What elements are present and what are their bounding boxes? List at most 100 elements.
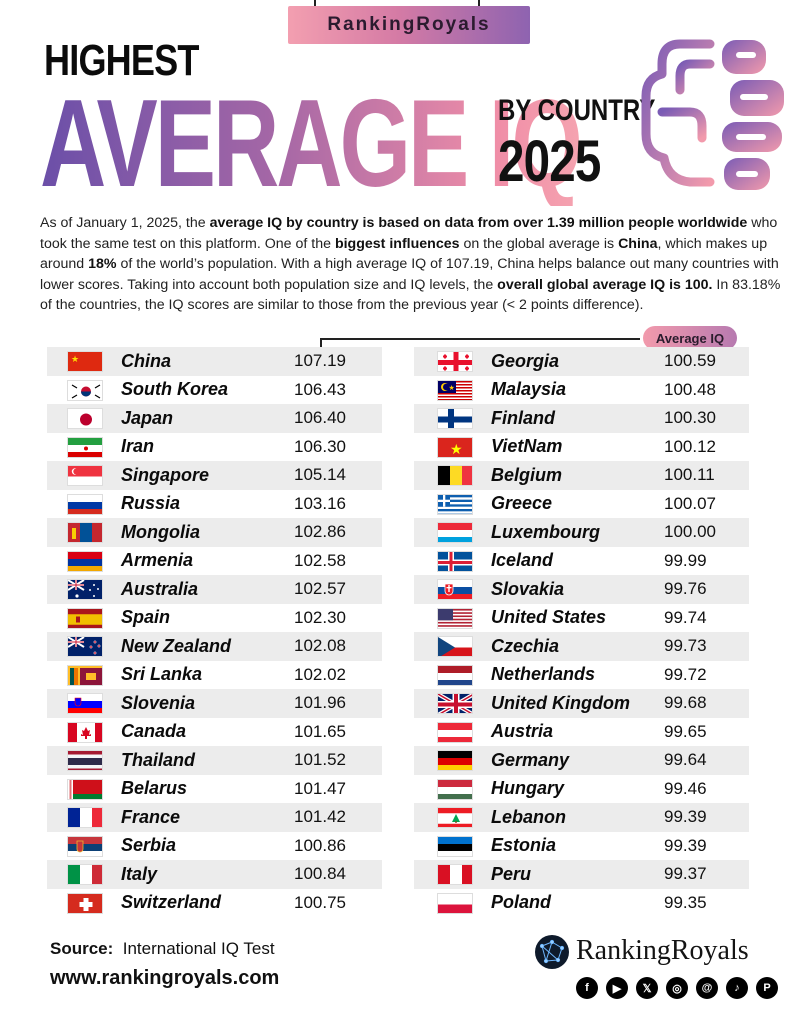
country-name-slovenia: Slovenia [121,692,196,713]
intro-text: , which makes up around [40,235,768,273]
country-name-belarus: Belarus [121,778,188,799]
iq-value-netherlands: 99.72 [664,664,707,684]
country-name-slovakia: Slovakia [491,578,565,599]
flag-at-icon [437,721,473,743]
flag-am-icon [67,550,103,572]
flag-fi-icon [437,408,473,429]
iq-value-mongolia: 102.86 [294,522,346,542]
country-name-poland: Poland [491,892,552,913]
iq-value-singapore: 105.14 [294,465,346,485]
table-row: Belarus 101.47 [47,775,382,804]
x-icon[interactable]: 𝕏 [636,977,658,999]
iq-value-thailand: 101.52 [294,750,346,770]
table-row: Iceland 99.99 [414,547,749,576]
iq-value-spain: 102.30 [294,607,346,627]
pinterest-icon[interactable]: P [756,977,778,999]
instagram-icon[interactable]: ◎ [666,977,688,999]
iq-value-slovakia: 99.76 [664,579,707,599]
table-row: Mongolia 102.86 [47,518,382,547]
flag-be-icon [437,465,473,486]
country-name-malaysia: Malaysia [491,379,567,400]
flag-ge-icon [437,351,473,372]
flag-au-icon [67,579,103,600]
table-row: Iran 106.30 [47,433,382,462]
iq-value-united-states: 99.74 [664,607,707,627]
website-link[interactable]: www.rankingroyals.com [50,967,280,989]
intro-text: on the global average is [459,235,619,252]
flag-th-icon [67,750,103,771]
country-name-greece: Greece [491,493,553,514]
country-name-iran: Iran [121,436,155,457]
flag-nl-icon [437,664,473,686]
country-name-finland: Finland [491,407,555,428]
table-row: South Korea 106.43 [47,376,382,405]
average-iq-header: Average IQ [643,326,737,350]
iq-value-canada: 101.65 [294,721,346,741]
iq-value-italy: 100.84 [294,864,346,884]
table-row: Georgia 100.59 [414,347,749,376]
table-row: Japan 106.40 [47,404,382,433]
table-row: Estonia 99.39 [414,832,749,861]
flag-pe-icon [437,864,473,885]
table-row: Hungary 99.46 [414,775,749,804]
iq-value-serbia: 100.86 [294,835,346,855]
table-row: Germany 99.64 [414,746,749,775]
logo-text: RankingRoyals [576,935,749,966]
source-value: International IQ Test [122,939,275,958]
iq-value-georgia: 100.59 [664,351,716,371]
flag-ca-icon [67,721,103,743]
flag-lk-icon [67,664,103,686]
iq-value-japan: 106.40 [294,408,346,428]
flag-my-icon: ★ [437,379,473,401]
title-highest: HIGHEST [44,36,199,85]
flag-gb-icon [437,693,473,714]
flag-si-icon [67,693,103,714]
table-row: Italy 100.84 [47,860,382,889]
youtube-icon[interactable]: ▶ [606,977,628,999]
table-row: Luxembourg 100.00 [414,518,749,547]
iq-value-united-kingdom: 99.68 [664,693,707,713]
ranking-table-right: Georgia 100.59 ★ Malaysia 100.48 Finland 100.3… [414,347,749,917]
iq-value-south-korea: 106.43 [294,379,346,399]
intro-text: of the world’s population. With a high a… [40,256,779,293]
country-name-japan: Japan [121,407,174,428]
flag-mn-icon [67,522,103,543]
facebook-icon[interactable]: f [576,977,598,999]
country-name-hungary: Hungary [491,778,565,799]
country-name-georgia: Georgia [491,350,560,371]
country-name-south-korea: South Korea [121,379,229,400]
iq-value-iceland: 99.99 [664,550,707,570]
flag-sk-icon [437,579,473,600]
country-name-iceland: Iceland [491,550,554,571]
brain-icon [641,39,784,190]
flag-us-icon [437,607,473,629]
flag-hu-icon [437,778,473,800]
social-icons: f ▶ 𝕏 ◎ @ ♪ P [576,977,778,999]
column-header-tick [320,338,322,348]
country-name-lebanon: Lebanon [491,806,566,827]
tiktok-icon[interactable]: ♪ [726,977,748,999]
ranking-table-left: ★ China 107.19 South Korea 106.43 Japan 106.40… [47,347,382,917]
iq-value-greece: 100.07 [664,493,716,513]
flag-vn-icon: ★ [437,436,473,458]
iq-value-australia: 102.57 [294,579,346,599]
flag-kr-icon [67,379,103,401]
country-name-australia: Australia [121,578,199,599]
country-name-armenia: Armenia [121,550,194,571]
country-name-canada: Canada [121,721,187,742]
flag-nz-icon [67,636,103,657]
table-row: Serbia 100.86 [47,832,382,861]
iq-value-lebanon: 99.39 [664,807,707,827]
table-row: Spain 102.30 [47,604,382,633]
flag-de-icon [437,750,473,771]
brand-tab: RankingRoyals [288,6,530,44]
country-name-switzerland: Switzerland [121,892,222,913]
table-row: Austria 99.65 [414,718,749,747]
flag-ir-icon [67,436,103,458]
table-row: Canada 101.65 [47,718,382,747]
flag-pl-icon [437,892,473,914]
iq-value-poland: 99.35 [664,892,707,912]
threads-icon[interactable]: @ [696,977,718,999]
iq-value-hungary: 99.46 [664,778,707,798]
svg-text:★: ★ [449,384,455,392]
